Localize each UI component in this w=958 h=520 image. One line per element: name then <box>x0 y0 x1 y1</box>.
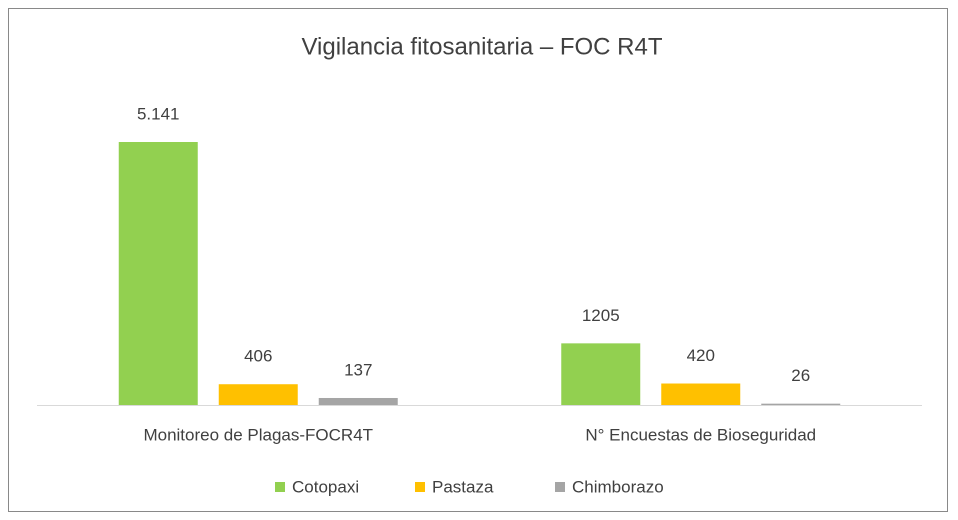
data-label: 137 <box>344 360 372 379</box>
legend-label: Pastaza <box>432 477 494 496</box>
legend-label: Chimborazo <box>572 477 664 496</box>
bar <box>218 384 298 405</box>
data-label: 26 <box>791 366 810 385</box>
data-label: 406 <box>244 347 272 366</box>
legend-label: Cotopaxi <box>292 477 359 496</box>
bar <box>761 403 841 405</box>
legend-swatch <box>415 482 425 492</box>
bar <box>318 397 398 405</box>
chart-title: Vigilancia fitosanitaria – FOC R4T <box>301 33 662 60</box>
bar <box>118 142 198 405</box>
legend-swatch <box>555 482 565 492</box>
bar <box>561 343 641 405</box>
bar <box>661 383 741 405</box>
legend-swatch <box>275 482 285 492</box>
data-label: 5.141 <box>137 104 180 123</box>
x-tick-label: N° Encuestas de Bioseguridad <box>585 425 816 444</box>
x-tick-label: Monitoreo de Plagas-FOCR4T <box>143 425 373 444</box>
data-label: 420 <box>687 346 715 365</box>
data-label: 1205 <box>582 306 620 325</box>
